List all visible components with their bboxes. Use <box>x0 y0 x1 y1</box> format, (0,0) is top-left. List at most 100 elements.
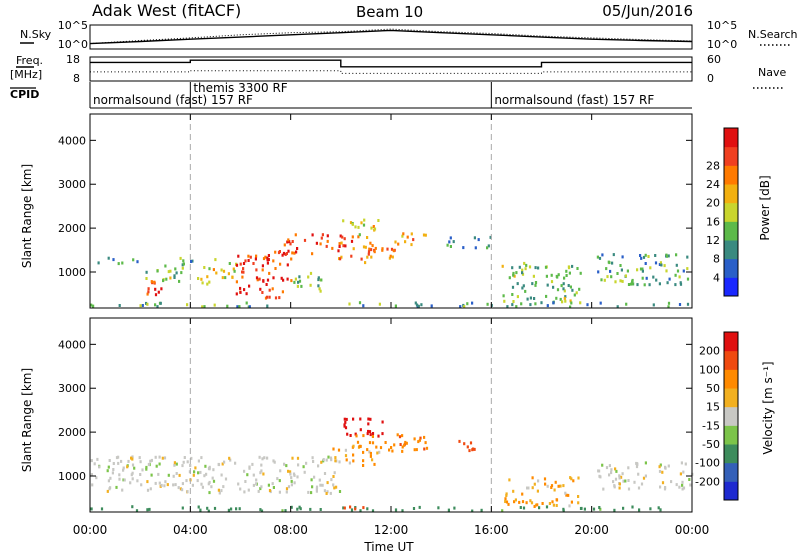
data-cell <box>322 458 325 462</box>
data-cell <box>529 499 532 503</box>
data-cell <box>335 485 338 489</box>
data-cell <box>295 250 298 254</box>
data-cell <box>466 445 469 449</box>
data-cell <box>384 441 387 444</box>
data-cell <box>351 235 354 239</box>
data-cell <box>463 442 466 446</box>
data-cell <box>257 489 260 493</box>
data-cell <box>121 261 124 265</box>
data-cell <box>268 295 271 299</box>
data-cell <box>512 271 515 275</box>
data-cell <box>186 490 189 494</box>
data-cell <box>326 239 329 243</box>
data-cell <box>338 245 341 248</box>
data-cell <box>354 225 357 229</box>
data-cell <box>516 282 519 286</box>
data-cell <box>674 283 677 287</box>
data-cell <box>348 302 351 306</box>
data-cell <box>303 470 306 474</box>
data-cell <box>371 244 374 248</box>
data-cell <box>636 268 639 272</box>
x-tick-label: 00:00 <box>73 523 108 537</box>
data-cell <box>366 236 369 239</box>
data-cell <box>132 258 135 262</box>
data-cell <box>616 272 619 275</box>
data-cell <box>340 255 343 259</box>
data-cell <box>350 254 353 258</box>
data-cell <box>239 262 242 266</box>
data-cell <box>345 458 348 462</box>
data-cell <box>679 281 682 285</box>
data-cell <box>293 481 296 485</box>
data-cell <box>635 465 639 469</box>
data-cell <box>529 303 532 307</box>
velocity-data <box>90 417 694 513</box>
data-cell <box>349 434 352 437</box>
data-cell <box>462 246 465 250</box>
data-cell <box>148 507 151 511</box>
data-cell <box>311 252 314 256</box>
data-cell <box>362 506 365 510</box>
data-cell <box>678 485 681 489</box>
data-cell <box>546 304 549 308</box>
data-cell <box>344 426 348 430</box>
data-cell <box>229 458 232 462</box>
data-cell <box>285 252 288 255</box>
data-cell <box>266 278 270 282</box>
data-cell <box>154 303 157 307</box>
data-cell <box>344 448 347 452</box>
data-cell <box>373 227 377 231</box>
data-cell <box>367 429 370 433</box>
data-cell <box>369 454 372 458</box>
data-cell <box>199 470 202 474</box>
data-cell <box>469 441 473 445</box>
data-cell <box>218 491 221 495</box>
data-cell <box>410 232 413 236</box>
data-cell <box>515 271 518 275</box>
data-cell <box>262 257 266 261</box>
data-cell <box>118 473 121 477</box>
power-colorbar-swatch <box>724 240 738 260</box>
data-cell <box>546 283 549 287</box>
data-cell <box>682 470 685 474</box>
data-cell <box>139 304 142 308</box>
data-cell <box>266 261 269 265</box>
data-cell <box>570 477 573 481</box>
data-cell <box>342 219 345 223</box>
data-cell <box>369 241 372 245</box>
data-cell <box>418 438 421 442</box>
data-cell <box>622 506 625 510</box>
data-cell <box>511 285 515 289</box>
data-cell <box>670 480 673 484</box>
data-cell <box>235 292 238 296</box>
data-cell <box>315 241 318 245</box>
data-cell <box>220 489 223 493</box>
data-cell <box>297 280 300 284</box>
data-cell <box>149 459 152 463</box>
data-cell <box>644 461 647 465</box>
data-cell <box>277 251 281 255</box>
data-cell <box>405 441 408 445</box>
data-cell <box>173 274 176 278</box>
data-cell <box>100 507 104 511</box>
data-cell <box>522 284 525 288</box>
noise-panel: N.Sky 10^5 10^0 10^5 10^0 N.Search <box>20 19 798 51</box>
data-cell <box>319 242 322 246</box>
data-cell <box>287 469 290 473</box>
data-cell <box>507 502 510 506</box>
data-cell <box>368 450 371 454</box>
data-cell <box>112 258 115 262</box>
data-cell <box>424 441 427 445</box>
data-cell <box>637 472 640 476</box>
freq-left-label: Freq. <box>16 54 43 67</box>
data-cell <box>598 256 602 260</box>
data-cell <box>141 468 144 472</box>
data-cell <box>505 500 509 504</box>
data-cell <box>417 440 420 444</box>
data-cell <box>290 279 293 283</box>
power-colorbar-title: Power [dB] <box>758 175 772 240</box>
data-cell <box>255 276 259 280</box>
data-cell <box>239 290 242 294</box>
data-cell <box>293 280 296 284</box>
data-cell <box>185 479 188 483</box>
